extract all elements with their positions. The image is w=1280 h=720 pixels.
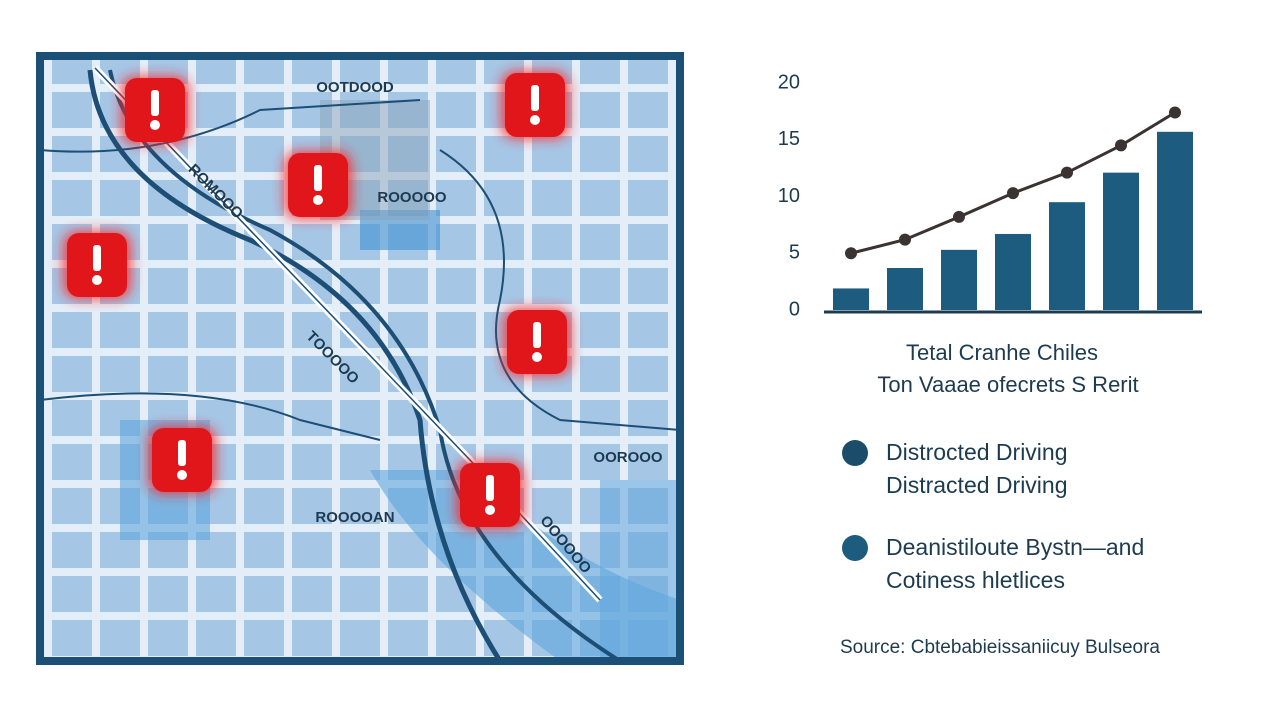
- legend-swatch: [842, 535, 868, 561]
- chart-title: Tetal Cranhe Chiles: [906, 340, 1098, 365]
- alerts: [63, 71, 571, 529]
- alert-dot: [530, 115, 540, 125]
- point: [899, 233, 911, 246]
- y-tick-label: 10: [778, 185, 800, 207]
- alert-bar: [486, 475, 494, 501]
- bar: [1103, 172, 1139, 310]
- alert-dot: [92, 275, 102, 285]
- legend-label: Deanistiloute Bystn—and Cotiness hletlic…: [886, 534, 1145, 593]
- map: OOTDOOD ROOOOO ROMOOO TOOOOO OOROOO ROOO…: [36, 52, 684, 665]
- source: Source: Cbtebabieissaniicuy Bulseora: [840, 637, 1160, 658]
- alert-bar: [314, 165, 322, 191]
- alert-bar: [533, 322, 541, 348]
- legend-swatch: [842, 440, 868, 466]
- alert-dot: [177, 470, 187, 480]
- plot: 0 5 10 15 20: [778, 71, 1202, 320]
- map-label: ROOOOO: [377, 189, 447, 206]
- point: [845, 247, 857, 260]
- alert-dot: [485, 505, 495, 515]
- point: [1169, 106, 1181, 119]
- point: [1061, 166, 1073, 179]
- legend-item: Distrocted Driving Distracted Driving: [842, 436, 1068, 502]
- bar: [1049, 202, 1085, 310]
- legend-label: Distrocted Driving Distracted Driving: [886, 439, 1068, 498]
- map-label: ROOOOAN: [315, 509, 394, 526]
- bar: [1157, 131, 1193, 310]
- point: [1007, 187, 1019, 200]
- alert-dot: [313, 195, 323, 205]
- bar: [995, 233, 1031, 310]
- alert-dot: [532, 352, 542, 362]
- point: [953, 210, 965, 223]
- map-label: OOTDOOD: [316, 79, 394, 96]
- alert-bar: [151, 90, 159, 116]
- bar: [833, 288, 869, 310]
- alert-dot: [150, 120, 160, 130]
- legend-item: Deanistiloute Bystn—and Cotiness hletlic…: [842, 531, 1144, 597]
- y-tick-label: 5: [789, 242, 800, 264]
- chart-subtitle: Ton Vaaae ofecrets S Rerit: [877, 372, 1138, 397]
- point: [1115, 139, 1127, 152]
- map-label: OOROOO: [593, 449, 663, 466]
- bar: [887, 268, 923, 310]
- bar: [941, 249, 977, 310]
- alert-bar: [93, 245, 101, 271]
- y-tick-label: 15: [778, 128, 800, 150]
- y-tick-label: 20: [778, 71, 800, 93]
- alert-bar: [531, 85, 539, 111]
- alert-bar: [178, 440, 186, 466]
- y-tick-label: 0: [789, 298, 800, 320]
